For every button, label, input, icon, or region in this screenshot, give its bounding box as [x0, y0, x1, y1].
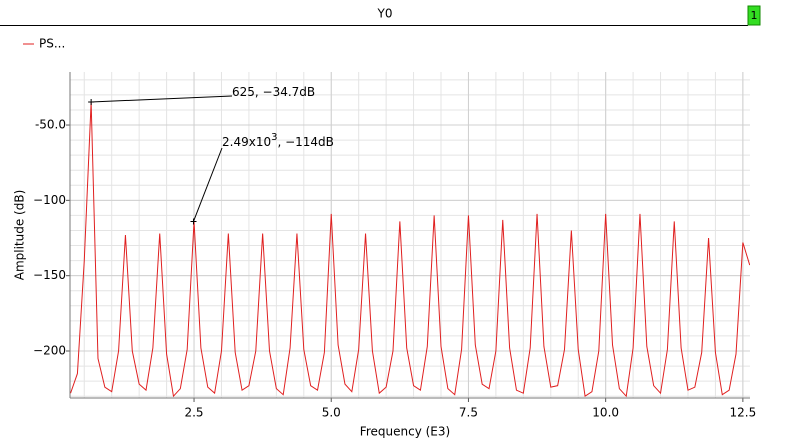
badge-label: 1: [751, 9, 758, 22]
annotation-leader: [193, 147, 223, 222]
annotation-sup: 3: [271, 132, 277, 143]
annotation-leader: [91, 95, 233, 103]
annotation-text: 2.49x10: [222, 135, 271, 149]
legend-label[interactable]: PS...: [39, 37, 65, 51]
header-title: Y0: [377, 7, 393, 21]
annotation-marker: [190, 218, 197, 225]
annotation-label: 625, −34.7dB: [232, 85, 315, 99]
x-tick-label: 2.5: [184, 406, 203, 420]
annotation-rest: , −114dB: [277, 135, 333, 149]
x-tick-label: 5.0: [322, 406, 341, 420]
y-tick-label: -50.0: [35, 118, 66, 132]
x-axis-label: Frequency (E3): [360, 425, 450, 439]
y-tick-label: −150: [33, 268, 66, 282]
y-tick-label: −200: [33, 343, 66, 357]
x-tick-label: 10.0: [592, 406, 619, 420]
x-tick-label: 12.5: [730, 406, 757, 420]
annotation-label: 2.49x103, −114dB: [222, 132, 334, 149]
annotation-text: 625, −34.7dB: [232, 85, 315, 99]
series-line: [70, 101, 750, 398]
x-tick-label: 7.5: [459, 406, 478, 420]
y-tick-label: −100: [33, 193, 66, 207]
annotation-marker: [88, 98, 95, 105]
y-axis-label: Amplitude (dB): [13, 190, 27, 281]
badge[interactable]: [747, 5, 761, 26]
